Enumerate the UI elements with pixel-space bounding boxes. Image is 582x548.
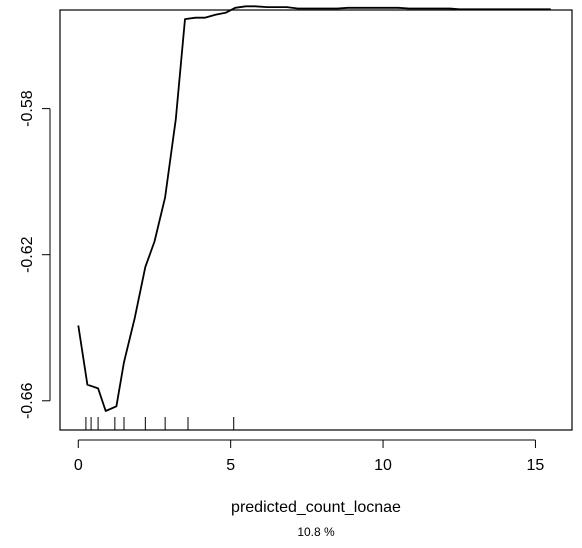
- x-tick-label: 15: [527, 457, 545, 474]
- rug-marks: [85, 417, 235, 430]
- y-tick-label: -0.62: [19, 236, 36, 273]
- x-axis: 0 5 10 15: [74, 439, 545, 474]
- series-line: [77, 5, 551, 412]
- y-tick-label: -0.58: [19, 90, 36, 127]
- x-axis-title: predicted_count_locnae: [231, 499, 401, 516]
- plot-frame: [59, 9, 573, 431]
- x-tick-label: 5: [226, 457, 235, 474]
- x-tick-label: 0: [74, 457, 83, 474]
- y-axis: -0.66 -0.62 -0.58: [19, 90, 51, 419]
- footnote-label: 10.8 %: [297, 525, 335, 539]
- y-tick-label: -0.66: [19, 382, 36, 419]
- x-tick-label: 10: [374, 457, 392, 474]
